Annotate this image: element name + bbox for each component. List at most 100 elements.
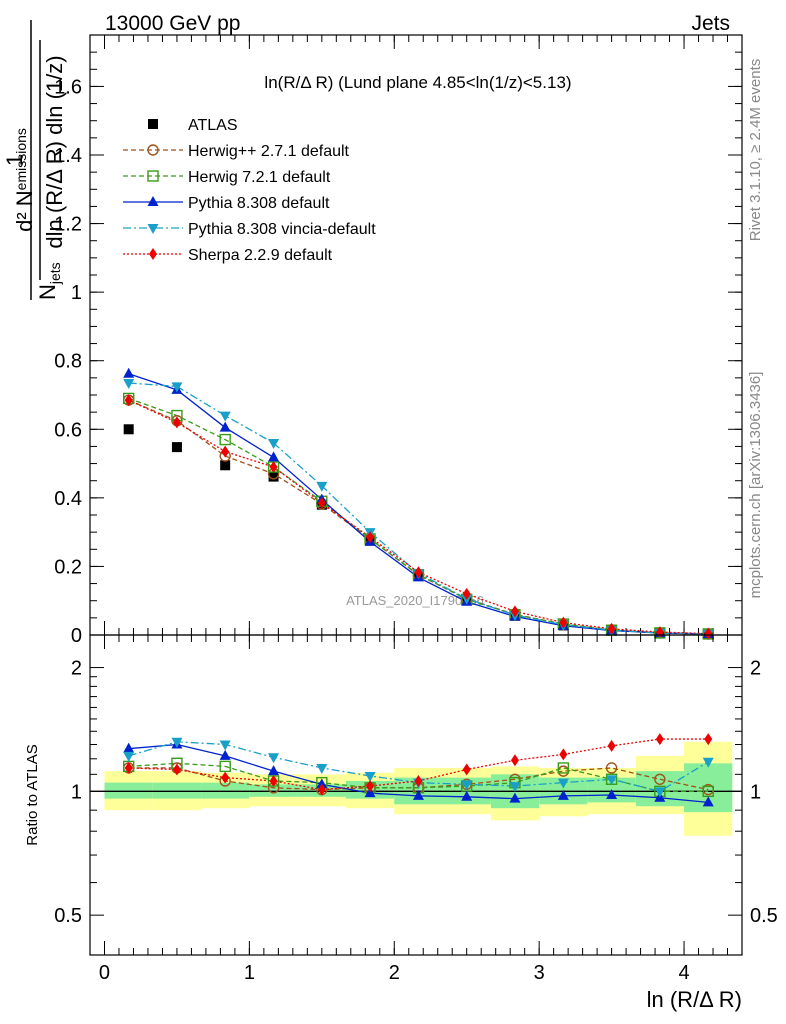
ratio-point-vincia bbox=[461, 780, 473, 791]
point-atlas bbox=[171, 442, 182, 453]
main-y-tick-label: 0.2 bbox=[54, 556, 82, 578]
ratio-point-pythia bbox=[606, 788, 618, 799]
legend-marker-sherpa bbox=[149, 248, 157, 260]
ratio-point-pythia bbox=[412, 789, 424, 800]
header-left: 13000 GeV pp bbox=[105, 12, 240, 35]
ratio-point-vincia bbox=[171, 737, 183, 748]
main-y-tick-label: 0.4 bbox=[54, 488, 82, 510]
ratio-point-sherpa bbox=[172, 763, 181, 776]
point-sherpa bbox=[704, 627, 713, 640]
point-pythia bbox=[219, 421, 231, 432]
ratio-point-pythia bbox=[123, 742, 135, 753]
point-atlas bbox=[123, 424, 134, 435]
main-y-tick-label: 1.4 bbox=[54, 145, 82, 167]
point-vincia bbox=[123, 379, 135, 389]
uncertainty-band-stat bbox=[152, 782, 202, 799]
legend: ATLAS Herwig++ 2.7.1 default Herwig 7.2.1 … bbox=[123, 117, 376, 264]
x-tick-label: 3 bbox=[534, 962, 545, 984]
legend-label-atlas: ATLAS bbox=[188, 117, 238, 134]
ratio-point-vincia bbox=[654, 787, 666, 798]
ratio-point-vincia bbox=[509, 782, 521, 793]
point-vincia bbox=[316, 481, 328, 492]
point-atlas bbox=[220, 460, 231, 471]
ratio-point-sherpa bbox=[655, 733, 664, 746]
point-sherpa bbox=[510, 605, 519, 618]
point-sherpa bbox=[221, 445, 230, 458]
ratio-point-pythia bbox=[316, 778, 328, 789]
ratio-point-vincia bbox=[702, 757, 714, 768]
y-label-numerator: d² Nemissions bbox=[12, 128, 37, 232]
point-sherpa bbox=[172, 416, 181, 429]
ratio-point-sherpa bbox=[607, 739, 616, 752]
legend-marker-pythia bbox=[147, 196, 159, 206]
point-sherpa bbox=[607, 622, 616, 635]
legend-marker-herwig7 bbox=[147, 170, 159, 182]
ratio-point-sherpa bbox=[510, 754, 519, 767]
legend-label-pythia: Pythia 8.308 default bbox=[188, 195, 330, 212]
point-sherpa bbox=[559, 616, 568, 629]
ratio-point-pythia bbox=[364, 787, 376, 798]
point-sherpa bbox=[317, 497, 326, 509]
ratio-point-herwigpp bbox=[654, 773, 666, 785]
ratio-point-sherpa bbox=[366, 780, 375, 793]
ratio-panel: 0.5 0.5 1 1 2 2 0 1 2 3 4 bbox=[54, 634, 778, 984]
uncertainty-band-stat bbox=[104, 782, 153, 799]
analysis-watermark: ATLAS_2020_I1790256 bbox=[346, 593, 484, 608]
ratio-point-sherpa bbox=[414, 774, 423, 787]
point-sherpa bbox=[462, 587, 471, 600]
legend-label-sherpa: Sherpa 2.2.9 default bbox=[188, 247, 333, 264]
header-right: Jets bbox=[691, 12, 730, 35]
ratio-y-axis-label: Ratio to ATLAS bbox=[24, 744, 41, 845]
x-tick-label: 2 bbox=[389, 962, 400, 984]
ratio-y-tick-label-right: 2 bbox=[750, 658, 761, 680]
legend-marker-herwigpp bbox=[147, 144, 159, 156]
point-pythia bbox=[268, 451, 280, 462]
ratio-point-sherpa bbox=[269, 774, 278, 787]
main-y-tick-label: 1 bbox=[71, 282, 82, 304]
ratio-point-sherpa bbox=[317, 783, 326, 796]
point-sherpa bbox=[414, 566, 423, 579]
ratio-y-tick-label: 0.5 bbox=[54, 905, 82, 927]
x-axis-label: ln (R/Δ R) bbox=[647, 987, 742, 1012]
y-label-denominator-rest: dln (R/Δ R) dln (1/z) bbox=[42, 55, 67, 248]
point-pythia bbox=[123, 367, 135, 378]
ratio-point-pythia bbox=[557, 789, 569, 800]
ratio-point-vincia bbox=[316, 763, 328, 774]
ratio-point-herwig7 bbox=[557, 762, 570, 774]
point-sherpa bbox=[124, 394, 133, 407]
point-sherpa bbox=[366, 531, 375, 544]
ratio-point-vincia bbox=[268, 753, 280, 764]
ratio-y-tick-label-right: 0.5 bbox=[750, 905, 778, 927]
legend-label-vincia: Pythia 8.308 vincia-default bbox=[188, 221, 376, 238]
legend-label-herwig7: Herwig 7.2.1 default bbox=[188, 169, 331, 186]
point-herwig7 bbox=[219, 433, 231, 446]
point-vincia bbox=[268, 439, 280, 449]
main-y-axis-label: 1 Njets bbox=[2, 20, 63, 300]
ratio-point-sherpa bbox=[124, 761, 133, 774]
point-sherpa bbox=[269, 461, 278, 473]
plot-title: ln(R/Δ R) (Lund plane 4.85<ln(1/z)<5.13) bbox=[264, 73, 571, 92]
rivet-label: Rivet 3.1.10, ≥ 2.4M events bbox=[747, 59, 764, 242]
point-vincia bbox=[171, 382, 183, 393]
main-y-tick-label: 0.6 bbox=[54, 419, 82, 441]
ratio-y-tick-label: 2 bbox=[71, 658, 82, 680]
main-y-axis-label-inner: d² Nemissions dln (R/Δ R) dln (1/z) bbox=[12, 40, 67, 280]
ratio-point-sherpa bbox=[462, 763, 471, 776]
x-tick-label: 4 bbox=[678, 962, 689, 984]
ratio-point-pythia bbox=[219, 749, 231, 760]
ratio-point-sherpa bbox=[559, 748, 568, 761]
ratio-point-sherpa bbox=[221, 771, 230, 784]
ratio-point-herwig7 bbox=[219, 760, 231, 773]
point-vincia bbox=[219, 411, 231, 422]
ratio-point-pythia bbox=[702, 796, 714, 807]
ratio-point-pythia bbox=[509, 792, 521, 803]
ratio-point-herwig7 bbox=[702, 785, 714, 798]
ratio-point-vincia bbox=[606, 775, 618, 786]
main-y-tick-label: 0 bbox=[71, 625, 82, 647]
mcplots-label: mcplots.cern.ch [arXiv:1306.3436] bbox=[747, 372, 764, 599]
x-tick-label: 0 bbox=[99, 962, 110, 984]
ratio-frame bbox=[89, 634, 743, 956]
ratio-y-tick-label: 1 bbox=[71, 781, 82, 803]
ratio-point-vincia bbox=[123, 751, 135, 762]
